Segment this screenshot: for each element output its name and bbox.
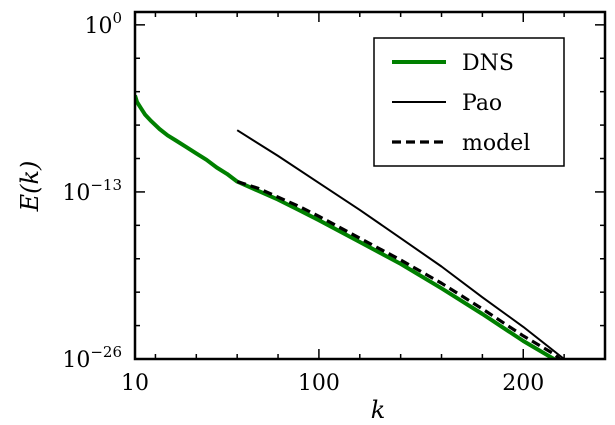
y-tick-label: 100: [84, 9, 122, 39]
plot-frame: [133, 10, 607, 361]
y-axis-label: E(k): [16, 161, 44, 213]
legend-label-dns: DNS: [462, 51, 514, 76]
legend-label-pao: Pao: [462, 91, 502, 116]
x-tick-label: 10: [121, 371, 149, 396]
series-dns-line: [135, 94, 558, 359]
x-axis-label: k: [371, 396, 386, 424]
ticks-layer: [135, 12, 605, 360]
legend: DNS Pao model: [373, 37, 565, 167]
series-model-line: [236, 180, 563, 359]
y-tick-label: 10−13: [62, 176, 122, 206]
legend-label-model: model: [462, 131, 530, 156]
series-pao-line: [236, 129, 566, 359]
series-layer: [135, 94, 566, 359]
tick-labels: 10 100 200 100 10−13 10−26: [62, 9, 544, 396]
x-tick-label: 100: [298, 371, 340, 396]
x-tick-label: 200: [502, 371, 544, 396]
y-tick-label: 10−26: [62, 343, 122, 373]
